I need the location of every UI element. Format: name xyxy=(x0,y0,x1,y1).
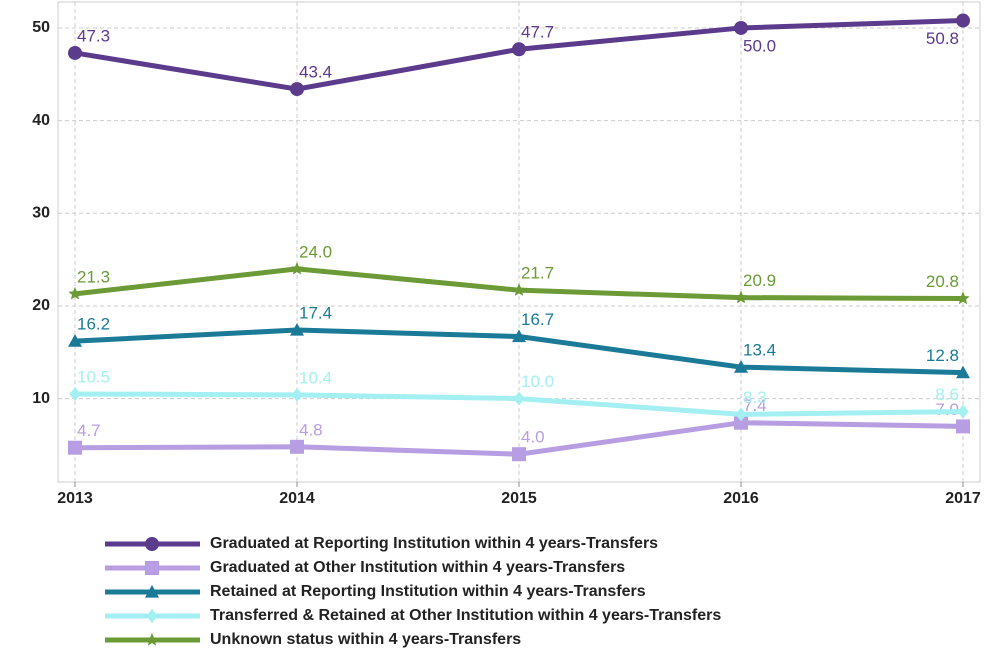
data-label: 7.4 xyxy=(743,396,767,415)
x-tick-label: 2014 xyxy=(279,490,315,507)
point-marker xyxy=(68,286,82,300)
y-tick-label: 40 xyxy=(32,112,50,129)
point-marker xyxy=(290,323,304,336)
point-marker xyxy=(290,261,304,275)
data-label: 20.8 xyxy=(926,272,959,291)
data-label: 12.8 xyxy=(926,346,959,365)
legend-marker xyxy=(145,585,159,598)
data-label: 43.4 xyxy=(299,63,332,82)
data-label: 4.7 xyxy=(77,421,101,440)
data-label: 17.4 xyxy=(299,304,332,323)
point-marker xyxy=(956,365,970,379)
point-marker xyxy=(512,42,526,57)
legend-label: Retained at Reporting Institution within… xyxy=(210,583,646,600)
legend-marker xyxy=(146,609,158,623)
x-tick-label: 2015 xyxy=(501,490,537,507)
data-label: 24.0 xyxy=(299,242,332,261)
y-tick-label: 50 xyxy=(32,19,50,36)
point-marker xyxy=(68,334,82,347)
point-marker xyxy=(735,407,747,422)
legend-label: Graduated at Reporting Institution withi… xyxy=(210,535,658,552)
point-marker xyxy=(69,386,81,401)
point-marker xyxy=(290,439,304,454)
legend-marker xyxy=(145,633,159,646)
legend-marker xyxy=(145,561,159,575)
point-marker xyxy=(957,404,969,419)
point-marker xyxy=(512,329,526,343)
data-label: 16.2 xyxy=(77,315,110,334)
data-label: 8.3 xyxy=(743,388,767,407)
data-label: 8.6 xyxy=(935,385,959,404)
point-marker xyxy=(68,45,82,60)
point-marker xyxy=(956,291,970,305)
data-label: 13.4 xyxy=(743,341,776,360)
data-label: 50.8 xyxy=(926,29,959,48)
point-marker xyxy=(734,20,748,35)
point-marker xyxy=(734,290,748,304)
y-tick-label: 30 xyxy=(32,204,50,221)
data-label: 16.7 xyxy=(521,310,554,329)
x-tick-label: 2017 xyxy=(945,490,981,507)
point-marker xyxy=(513,391,525,406)
point-marker xyxy=(734,360,748,373)
x-tick-label: 2016 xyxy=(723,490,759,507)
data-label: 10.0 xyxy=(521,372,554,391)
point-marker xyxy=(956,13,971,28)
legend-label: Unknown status within 4 years-Transfers xyxy=(210,631,521,648)
data-label: 4.0 xyxy=(521,428,545,447)
legend-label: Graduated at Other Institution within 4 … xyxy=(210,559,625,576)
data-label: 21.3 xyxy=(77,267,110,286)
point-marker xyxy=(291,387,303,402)
point-marker xyxy=(290,82,304,97)
data-label: 47.7 xyxy=(521,23,554,42)
x-tick-label: 2013 xyxy=(57,490,93,507)
data-label: 50.0 xyxy=(743,36,776,55)
legend-label: Transferred & Retained at Other Institut… xyxy=(210,607,721,624)
data-label: 20.9 xyxy=(743,271,776,290)
data-label: 4.8 xyxy=(299,420,323,439)
data-label: 10.4 xyxy=(299,368,332,387)
point-marker xyxy=(512,447,526,462)
data-label: 21.7 xyxy=(521,264,554,283)
point-marker xyxy=(956,419,970,434)
y-tick-label: 10 xyxy=(32,390,50,407)
data-label: 47.3 xyxy=(77,26,110,45)
point-marker xyxy=(68,440,82,455)
legend-marker xyxy=(145,537,159,551)
data-label: 10.5 xyxy=(77,367,110,386)
y-tick-label: 20 xyxy=(32,297,50,314)
point-marker xyxy=(512,283,526,296)
point-marker xyxy=(734,415,748,430)
